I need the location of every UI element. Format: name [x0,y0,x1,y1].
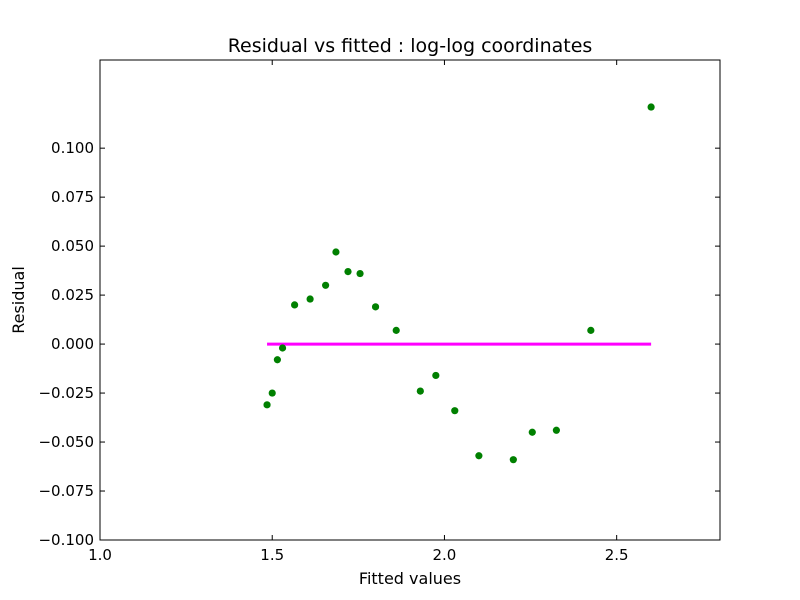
data-point [344,267,352,276]
data-point [322,281,330,289]
data-point [509,456,517,464]
y-tick-label: −0.075 [38,482,94,500]
x-tick-label: 2.0 [433,546,457,564]
data-point [268,389,276,397]
x-axis-ticks: 1.0 1.5 2.0 2.5 [88,60,629,564]
data-point [332,248,340,256]
data-point [291,301,299,309]
data-point [451,407,459,415]
y-tick-label: 0.075 [51,188,94,206]
plot-area [263,103,655,464]
data-point [278,344,287,352]
x-tick-label: 1.0 [88,546,112,564]
y-tick-label: −0.100 [38,531,94,549]
data-point [416,387,424,395]
x-tick-label: 1.5 [260,546,284,564]
data-point [263,401,271,409]
x-axis-label: Fitted values [359,569,461,588]
data-point [552,426,560,434]
axes-frame [99,59,721,541]
data-point [647,103,655,111]
y-tick-label: −0.025 [38,384,94,402]
y-tick-label: 0.025 [51,286,94,304]
data-point [273,356,281,364]
data-point [475,452,483,460]
data-point [392,326,400,334]
x-tick-label: 2.5 [605,546,629,564]
data-point [306,295,314,303]
y-axis-label: Residual [9,266,28,334]
y-axis-ticks: −0.100 −0.075 −0.050 −0.025 0.000 0.025 0.050 0… [38,139,720,549]
y-tick-label: 0.050 [51,237,94,255]
y-tick-label: −0.050 [38,433,94,451]
y-tick-label: 0.000 [51,335,94,353]
chart-title: Residual vs fitted : log-log coordinates [228,35,593,57]
data-point [356,269,364,278]
data-point [371,303,380,311]
data-point [432,371,440,380]
data-point [528,428,536,436]
y-tick-label: 0.100 [51,139,94,157]
data-point [587,326,595,334]
